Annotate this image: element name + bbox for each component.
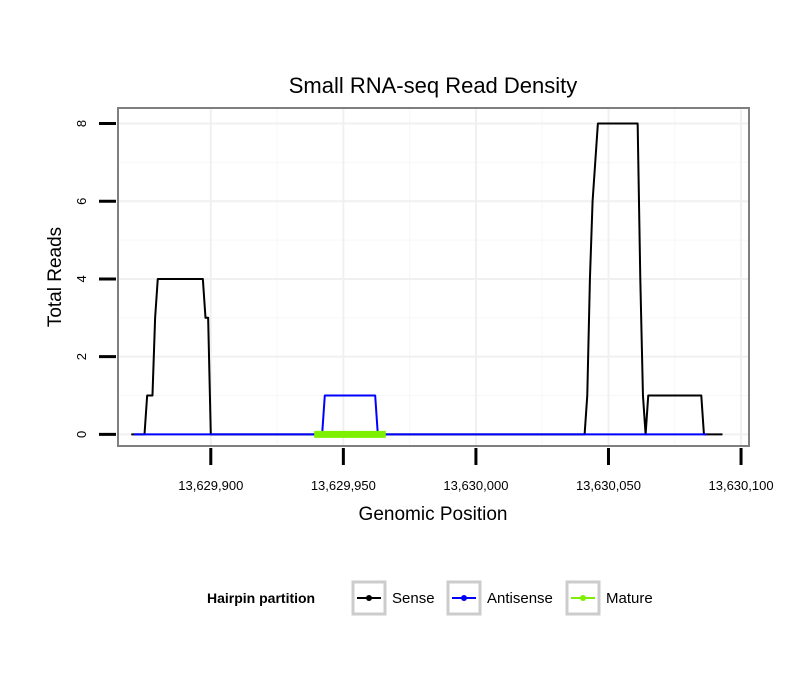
series-layer [131,122,723,438]
x-tick-label: 13,630,000 [443,478,508,493]
y-tick-label: 6 [74,198,89,205]
legend-item-antisense: Antisense [446,580,553,616]
x-tick-label: 13,630,100 [709,478,774,493]
x-tick-label: 13,629,950 [311,478,376,493]
y-tick-label: 2 [74,353,89,360]
y-tick-label: 4 [74,275,89,282]
x-axis: 13,629,900 13,629,950 13,630,000 13,630,050… [178,448,774,493]
y-tick-label: 0 [74,431,89,438]
y-axis-title: Total Reads [45,227,66,327]
legend-item-sense: Sense [351,580,435,616]
legend-label-mature: Mature [606,590,653,607]
legend-dot-sense [366,595,372,601]
series-line-sense [131,122,723,436]
x-tick-label: 13,630,050 [576,478,641,493]
legend: Hairpin partition Sense Antisense Mature [207,580,653,616]
x-tick-label: 13,629,900 [178,478,243,493]
y-axis: 0 2 4 6 8 [74,120,116,438]
legend-dot-mature [580,595,586,601]
legend-item-mature: Mature [565,580,653,616]
x-axis-title: Genomic Position [359,504,508,525]
legend-dot-antisense [461,595,467,601]
series-line-antisense [133,394,707,436]
legend-title: Hairpin partition [207,590,315,606]
legend-label-antisense: Antisense [487,590,553,607]
y-tick-label: 8 [74,120,89,127]
legend-label-sense: Sense [392,590,435,607]
chart-title: Small RNA-seq Read Density [289,73,578,98]
panel-border [117,107,750,447]
